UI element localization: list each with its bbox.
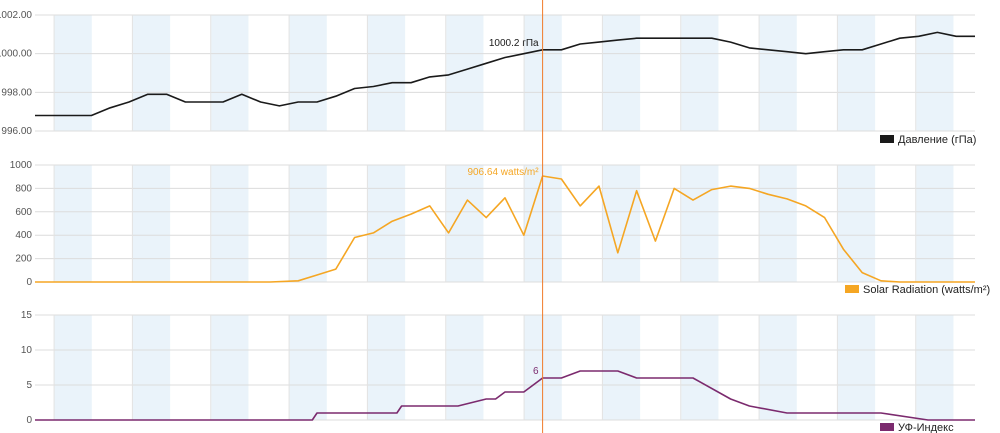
pressure-background-band — [602, 15, 641, 131]
pressure-background-band — [524, 15, 562, 131]
uv-index-background-band — [916, 315, 954, 420]
solar-radiation-y-tick-label: 800 — [15, 183, 32, 194]
solar-radiation-background-band — [837, 165, 876, 282]
uv-index-background-band — [211, 315, 249, 420]
pressure-cursor-value-label: 1000.2 гПа — [489, 38, 539, 49]
uv-index-background-band — [367, 315, 406, 420]
uv-index-series-line[interactable] — [35, 370, 975, 421]
uv-index-background-band — [837, 315, 876, 420]
uv-index-y-tick-label: 5 — [26, 380, 32, 391]
uv-index-background-band — [132, 315, 171, 420]
pressure-background-band — [132, 15, 171, 131]
uv-index-background-band — [759, 315, 797, 420]
uv-index-cursor-value-label: 6 — [533, 366, 539, 377]
solar-radiation-background-band — [524, 165, 562, 282]
pressure-background-band — [759, 15, 797, 131]
pressure-legend-swatch — [880, 135, 894, 143]
uv-index-background-band — [681, 315, 719, 420]
solar-radiation-background-band — [681, 165, 719, 282]
uv-index-chart[interactable]: 0 5 10 15 6 УФ-Индекс — [21, 310, 975, 433]
solar-radiation-background-band — [367, 165, 406, 282]
uv-index-background-band — [54, 315, 92, 420]
pressure-legend-label[interactable]: Давление (гПа) — [898, 134, 976, 146]
solar-radiation-series-line[interactable] — [35, 175, 975, 283]
uv-index-background-band — [289, 315, 327, 420]
pressure-background-band — [211, 15, 249, 131]
solar-radiation-background-band — [54, 165, 92, 282]
solar-radiation-y-tick-label: 0 — [26, 277, 32, 288]
uv-index-background-band — [602, 315, 641, 420]
pressure-y-tick-label: 996.00 — [1, 126, 32, 137]
pressure-chart[interactable]: 996.00 998.00 1000.00 1002.00 1000.2 гПа Давл… — [0, 10, 976, 146]
uv-index-y-tick-label: 10 — [21, 345, 33, 356]
uv-index-legend-swatch — [880, 423, 894, 431]
pressure-y-tick-label: 998.00 — [1, 87, 32, 98]
solar-radiation-background-band — [289, 165, 327, 282]
solar-radiation-y-tick-label: 400 — [15, 230, 32, 241]
solar-radiation-background-band — [602, 165, 641, 282]
pressure-y-tick-label: 1000.00 — [0, 49, 32, 60]
solar-radiation-background-band — [132, 165, 171, 282]
solar-radiation-chart[interactable]: 0 200 400 600 800 1000 906.64 watts/m² Solar Ra… — [10, 160, 990, 296]
pressure-y-tick-label: 1002.00 — [0, 10, 32, 21]
solar-radiation-legend-swatch — [845, 285, 859, 293]
uv-index-background-band — [524, 315, 562, 420]
solar-radiation-background-band — [211, 165, 249, 282]
uv-index-y-tick-label: 0 — [26, 415, 32, 426]
solar-radiation-legend-label[interactable]: Solar Radiation (watts/m²) — [863, 284, 990, 296]
pressure-background-band — [446, 15, 484, 131]
solar-radiation-y-tick-label: 1000 — [10, 160, 33, 171]
solar-radiation-background-band — [916, 165, 954, 282]
solar-radiation-y-tick-label: 200 — [15, 254, 32, 265]
uv-index-legend-label[interactable]: УФ-Индекс — [898, 422, 954, 433]
pressure-background-band — [837, 15, 876, 131]
solar-radiation-background-band — [446, 165, 484, 282]
pressure-background-band — [289, 15, 327, 131]
solar-radiation-background-band — [759, 165, 797, 282]
pressure-background-band — [367, 15, 406, 131]
pressure-background-band — [54, 15, 92, 131]
uv-index-y-tick-label: 15 — [21, 310, 33, 321]
pressure-series-line[interactable] — [35, 31, 975, 117]
solar-radiation-cursor-value-label: 906.64 watts/m² — [467, 167, 539, 178]
solar-radiation-y-tick-label: 600 — [15, 207, 32, 218]
pressure-background-band — [681, 15, 719, 131]
uv-index-background-band — [446, 315, 484, 420]
